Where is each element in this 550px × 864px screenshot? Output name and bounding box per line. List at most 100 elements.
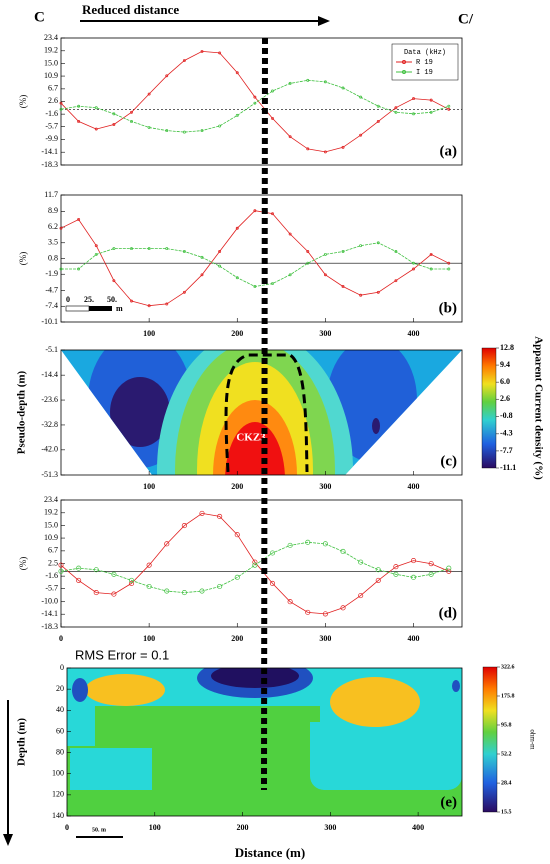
scale-label: 50. m: [92, 827, 106, 833]
data-point: [375, 567, 381, 573]
y-tick-label: 3.5: [48, 238, 58, 247]
data-point: [253, 209, 257, 213]
data-point: [235, 226, 239, 230]
x-tick-label: 300: [319, 329, 331, 338]
scale-label: 25.: [84, 295, 94, 304]
data-point: [447, 267, 451, 271]
y-tick-label: -10.0: [41, 597, 58, 606]
data-point: [58, 568, 64, 574]
x-tick-label: 100: [143, 482, 155, 491]
data-point: [235, 276, 239, 280]
x-tick-label: 200: [237, 823, 249, 832]
region: [70, 748, 152, 790]
y-tick-label: 23.4: [44, 33, 58, 42]
data-point: [77, 218, 81, 221]
data-point: [428, 561, 434, 567]
y-tick-label: 0.8: [48, 253, 58, 262]
data-point: [164, 541, 170, 547]
panel-label: (d): [439, 605, 457, 621]
y-tick-label: -14.1: [41, 147, 58, 156]
data-point: [234, 574, 240, 580]
y-tick-label: 11.7: [44, 190, 58, 199]
data-point: [58, 562, 64, 568]
data-point: [217, 513, 223, 519]
legend-entry: R 19: [416, 59, 433, 67]
data-point: [112, 279, 116, 283]
x-tick-label: 400: [412, 823, 424, 832]
y-tick-label: -5.7: [45, 583, 58, 592]
y-tick-label: 10.9: [44, 71, 58, 80]
series-line: [60, 541, 449, 594]
data-point: [112, 247, 116, 251]
y-tick-label: 2.5: [48, 558, 58, 567]
colorbar-tick-label: 2.6: [500, 394, 510, 403]
scale-label: 50.: [107, 295, 117, 304]
data-point: [252, 562, 258, 568]
scale-unit: m: [116, 304, 123, 313]
data-point: [287, 599, 293, 605]
legend-marker: [402, 60, 406, 64]
data-point: [146, 583, 152, 590]
data-point: [271, 282, 274, 286]
series-line: [60, 79, 449, 133]
data-point: [306, 261, 310, 265]
data-point: [447, 261, 451, 265]
data-point: [359, 293, 363, 297]
data-point: [181, 590, 187, 596]
data-point: [76, 565, 82, 571]
y-tick-label: -51.3: [41, 470, 58, 479]
y-tick-label: 19.2: [44, 508, 58, 517]
data-point: [94, 127, 98, 131]
y-tick-label: -4.7: [45, 285, 58, 294]
data-point: [253, 101, 257, 105]
data-point: [429, 252, 433, 256]
data-point: [235, 113, 239, 117]
data-point: [375, 577, 381, 583]
arrow-title: Reduced distance: [82, 2, 179, 17]
y-axis-label: (%): [18, 252, 28, 266]
y-tick-label: -1.6: [45, 109, 58, 118]
series-line: [60, 210, 449, 307]
data-point: [305, 609, 311, 615]
region: [110, 377, 170, 447]
data-point: [376, 290, 380, 294]
data-point: [234, 532, 240, 538]
data-point: [359, 133, 363, 137]
x-axis-label: Distance (m): [235, 845, 305, 860]
data-point: [218, 124, 222, 128]
data-point: [111, 571, 117, 577]
series-line: [60, 512, 449, 615]
y-axis-label: Depth (m): [16, 718, 28, 766]
y-tick-label: 15.0: [44, 58, 58, 67]
anomaly-label: CKZ3: [236, 432, 266, 444]
data-point: [253, 95, 257, 99]
data-point: [412, 112, 415, 116]
y-tick-label: 15.0: [44, 520, 58, 529]
data-point: [446, 568, 452, 574]
data-point: [269, 550, 276, 556]
data-point: [146, 562, 152, 568]
colorbar-tick-label: -11.1: [500, 463, 516, 472]
data-point: [181, 523, 187, 529]
data-point: [165, 74, 169, 78]
y-tick-label: -10.1: [41, 317, 58, 326]
x-tick-label: 200: [231, 482, 243, 491]
data-point: [199, 510, 205, 516]
data-point: [77, 267, 81, 271]
legend-title: Data (kHz): [404, 49, 446, 57]
data-point: [271, 116, 274, 120]
colorbar-tick-label: 52.2: [501, 751, 512, 757]
data-point: [94, 252, 98, 256]
data-point: [147, 304, 151, 308]
data-point: [165, 302, 169, 306]
data-point: [288, 232, 292, 236]
data-point: [128, 580, 135, 586]
data-point: [412, 97, 415, 101]
data-point: [218, 51, 222, 55]
x-tick-label: 300: [319, 482, 331, 491]
depth-arrow-head: [3, 834, 13, 846]
data-point: [358, 593, 364, 599]
data-point: [322, 541, 328, 547]
y-tick-label: 140: [52, 811, 64, 820]
data-point: [359, 244, 363, 248]
